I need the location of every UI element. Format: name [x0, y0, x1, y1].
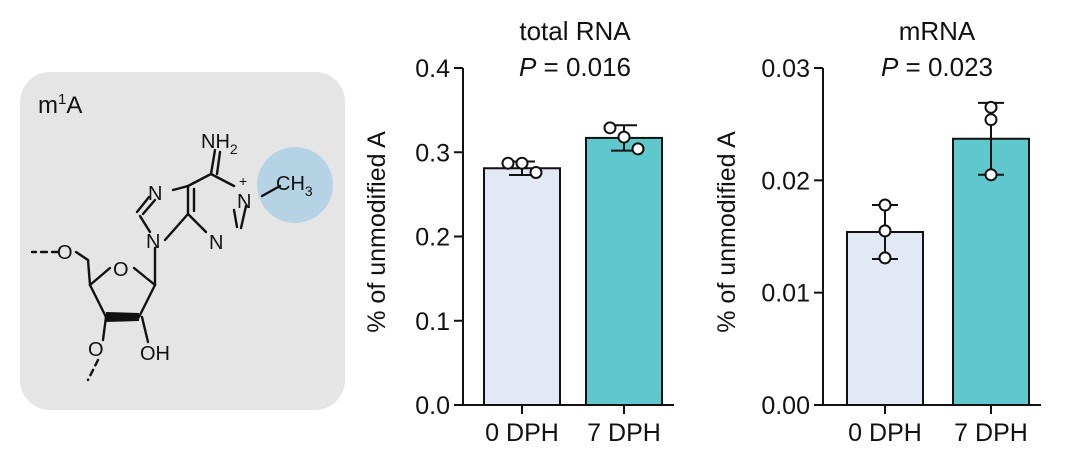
atom-nh2: NH2 [201, 131, 238, 157]
atom-n9: N [146, 231, 160, 253]
chart-total-rna-y-tick-label: 0.1 [415, 308, 450, 336]
ribose-bold-bond [106, 312, 139, 322]
chart-total-rna-data-point [603, 121, 617, 135]
chart-total-rna-data-point [617, 130, 631, 144]
m1a-structure-panel: m1A [20, 72, 345, 410]
chart-total-rna-x-tick-label: 7 DPH [587, 419, 661, 447]
structure-label: m1A [38, 91, 82, 119]
chart-mrna-data-point [984, 113, 998, 127]
chart-total-rna-y-tick-label: 0.4 [415, 55, 450, 83]
chart-total-rna-bar [585, 136, 663, 407]
chart-mrna-x-tick-label: 7 DPH [954, 419, 1028, 447]
chart-total-rna-data-point [501, 156, 515, 170]
chart-total-rna-title: total RNA [519, 16, 631, 46]
structure-bonds [30, 148, 282, 382]
chart-mrna-y-tick-label: 0.02 [761, 167, 810, 195]
chart-total-rna: % of unmodified A total RNA P = 0.016 0.… [363, 16, 674, 447]
chart-total-rna-y-tick-label: 0.0 [415, 392, 450, 420]
chart-mrna-pvalue: P = 0.023 [881, 52, 993, 82]
chart-total-rna-pvalue: P = 0.016 [519, 52, 631, 82]
chart-mrna-data-point [984, 100, 998, 114]
chart-mrna: % of unmodified A mRNA P = 0.023 0.00 0.0… [713, 16, 1041, 447]
atom-oh: OH [140, 343, 170, 365]
atom-n1: N [237, 191, 251, 213]
chart-mrna-y-tick-label: 0.00 [761, 392, 810, 420]
atom-o3: O [88, 339, 104, 361]
chart-mrna-bar [952, 137, 1030, 407]
chart-mrna-title: mRNA [899, 16, 976, 46]
chart-mrna-data-point [878, 251, 892, 265]
atom-ch3: CH3 [276, 173, 313, 199]
atom-n3: N [209, 232, 223, 254]
chart-total-rna-bar [483, 167, 561, 406]
chart-mrna-data-point [984, 168, 998, 182]
chart-total-rna-y-tick-label: 0.2 [415, 224, 450, 252]
structure-atoms: NH2 N + CH3 N N N O O O OH [57, 131, 313, 365]
chart-mrna-ylabel: % of unmodified A [713, 131, 741, 333]
chart-total-rna-x-tick-label: 0 DPH [485, 419, 559, 447]
chart-total-rna-y-tick-label: 0.3 [415, 139, 450, 167]
atom-o5: O [57, 242, 73, 264]
atom-charge: + [239, 173, 247, 189]
atom-o4: O [113, 259, 129, 281]
chart-mrna-y-tick-label: 0.03 [761, 55, 810, 83]
chart-total-rna-ylabel: % of unmodified A [363, 131, 391, 333]
methyl-highlight-circle [257, 147, 333, 223]
panel-background [20, 72, 345, 410]
atom-n7: N [148, 183, 162, 205]
chart-mrna-data-point [878, 224, 892, 238]
chart-total-rna-data-point [631, 142, 645, 156]
chart-mrna-y-tick-label: 0.01 [761, 280, 810, 308]
chart-total-rna-data-point [529, 165, 543, 179]
chart-total-rna-data-point [515, 156, 529, 170]
chart-mrna-x-tick-label: 0 DPH [848, 419, 922, 447]
chart-mrna-data-point [878, 198, 892, 212]
